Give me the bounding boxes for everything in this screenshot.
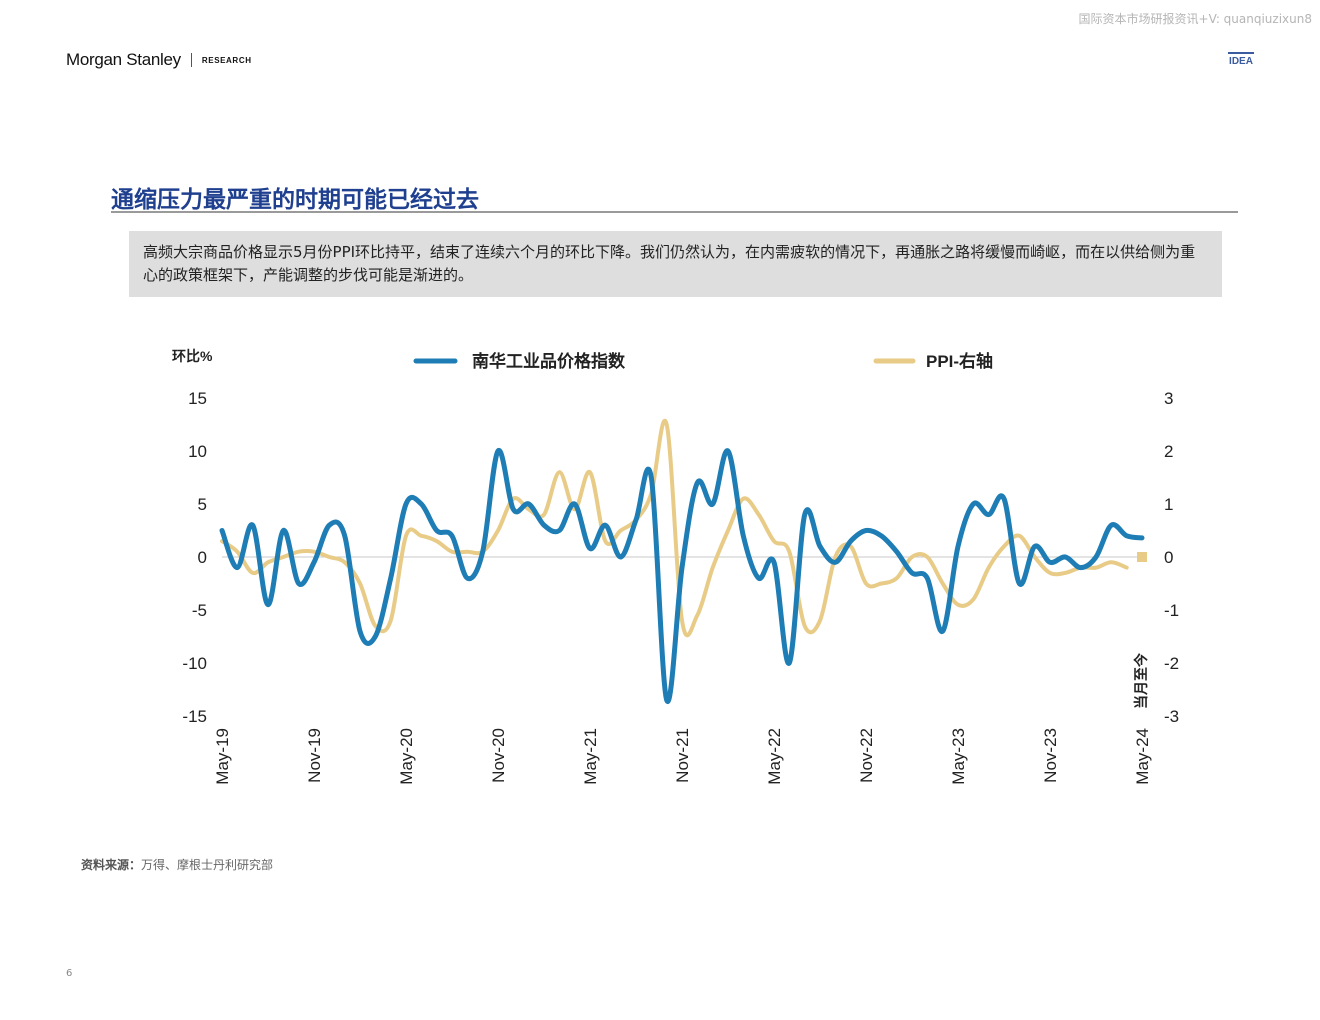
y-tick-label: -15 bbox=[182, 707, 207, 726]
page-title: 通缩压力最严重的时期可能已经过去 bbox=[111, 187, 479, 213]
y-tick-label: 0 bbox=[198, 548, 207, 567]
ppi-series-line bbox=[220, 418, 1129, 638]
y2-tick-label: 3 bbox=[1164, 389, 1173, 408]
brand-logo: Morgan Stanley bbox=[66, 50, 181, 69]
source-label: 资料来源： bbox=[81, 858, 142, 872]
y2-tick-label: 0 bbox=[1164, 548, 1173, 567]
x-tick-label: Nov-20 bbox=[489, 728, 508, 783]
y2-tick-label: 2 bbox=[1164, 442, 1173, 461]
x-tick-label: May-22 bbox=[765, 728, 784, 785]
y2-axis-title: 当月至今 bbox=[1133, 653, 1149, 709]
y2-tick-label: -2 bbox=[1164, 654, 1179, 673]
x-tick-label: Nov-19 bbox=[305, 728, 324, 783]
x-tick-label: May-23 bbox=[949, 728, 968, 785]
y2-tick-label: 1 bbox=[1164, 495, 1173, 514]
x-tick-label: May-24 bbox=[1133, 728, 1152, 785]
legend-label-ppi: PPI-右轴 bbox=[926, 351, 993, 371]
x-tick-label: May-20 bbox=[397, 728, 416, 785]
brand-divider bbox=[190, 53, 192, 67]
brand-section: RESEARCH bbox=[201, 55, 252, 65]
y2-tick-label: -1 bbox=[1164, 601, 1179, 620]
ppi-latest-marker bbox=[1137, 552, 1147, 562]
nanhua-series-line bbox=[219, 448, 1145, 704]
x-tick-label: May-19 bbox=[213, 728, 232, 785]
summary-box: 高频大宗商品价格显示5月份PPI环比持平，结束了连续六个月的环比下降。我们仍然认… bbox=[129, 231, 1222, 297]
x-tick-label: Nov-23 bbox=[1041, 728, 1060, 783]
y-tick-label: 5 bbox=[198, 495, 207, 514]
watermark: 国际资本市场研报资讯+V: quanqiuzixun8 bbox=[1078, 12, 1312, 26]
source-note: 资料来源：万得、摩根士丹利研究部 bbox=[81, 856, 273, 873]
x-tick-label: Nov-22 bbox=[857, 728, 876, 783]
y-tick-label: -5 bbox=[192, 601, 207, 620]
y-axis-title: 环比% bbox=[172, 348, 213, 364]
legend-label-nanhua: 南华工业品价格指数 bbox=[472, 351, 626, 371]
header: Morgan Stanley RESEARCH bbox=[66, 50, 252, 70]
y2-tick-label: -3 bbox=[1164, 707, 1179, 726]
page-number: 6 bbox=[66, 968, 73, 979]
title-divider bbox=[111, 211, 1238, 213]
x-tick-label: Nov-21 bbox=[673, 728, 692, 783]
x-tick-label: May-21 bbox=[581, 728, 600, 785]
idea-badge: IDEA bbox=[1228, 52, 1254, 69]
y-tick-label: 15 bbox=[188, 389, 207, 408]
y-tick-label: -10 bbox=[182, 654, 207, 673]
y-tick-label: 10 bbox=[188, 442, 207, 461]
source-text: 万得、摩根士丹利研究部 bbox=[141, 858, 274, 872]
